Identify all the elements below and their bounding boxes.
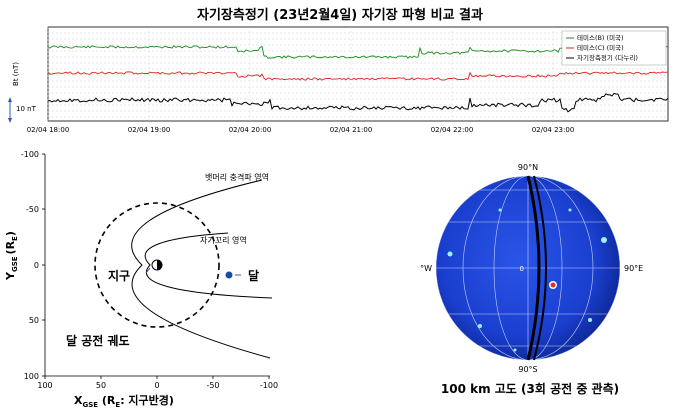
orbit-track-line <box>526 175 541 361</box>
globe-center-label: 0 <box>520 265 524 273</box>
bow-shock-label: 뱃머리 충격파 영역 <box>205 172 269 182</box>
orbit-x-ticks: 100 50 0 -50 -100 <box>37 376 278 390</box>
series-line-themis-c <box>47 71 669 81</box>
legend-label-danuri: 자기장측정기 (다누리) <box>577 53 638 62</box>
lunar-orbit-label: 달 공전 궤도 <box>66 333 130 348</box>
waveform-x-ticks: 02/04 18:00 02/04 19:00 02/04 20:00 02/04 2… <box>27 27 575 134</box>
orbit-x-axis-title: XGSE (RE: 지구반경) <box>74 393 174 409</box>
globe-north-label: 90°N <box>518 163 538 172</box>
waveform-ylabel: Bt (nT) <box>12 62 20 86</box>
legend-label-themis-b: 테미스(B) (미국) <box>577 33 624 42</box>
x-tick-label: 02/04 22:00 <box>431 126 474 134</box>
y-tick-label: 0 <box>34 261 39 270</box>
moon-label: 달 <box>248 269 259 283</box>
x-tick-label: -100 <box>260 381 278 390</box>
y-tick-label: -50 <box>26 205 39 214</box>
lunar-globe-map: 90°N 90°S 90°W 90°E 0 <box>420 163 643 374</box>
moon-icon <box>225 271 233 279</box>
globe-west-label: 90°W <box>420 264 432 273</box>
globe-south-label: 90°S <box>518 365 537 374</box>
x-tick-label: 50 <box>96 381 106 390</box>
orbit-y-ticks: -100 -50 0 50 100 <box>21 150 45 381</box>
waveform-legend: 테미스(B) (미국) 테미스(C) (미국) 자기장측정기 (다누리) <box>561 30 667 66</box>
magnetotail-label: 자기꼬리 영역 <box>200 235 247 245</box>
magnetotail-curve <box>144 232 273 299</box>
scale-arrow-down-icon <box>8 118 12 123</box>
y-tick-label: 50 <box>29 316 39 325</box>
figure-title: 자기장측정기 (23년2월4일) 자기장 파형 비교 결과 <box>197 8 483 23</box>
earth-label: 지구 <box>108 268 130 283</box>
globe-caption: 100 km 고도 (3회 공전 중 관측) <box>440 382 620 396</box>
globe-anomaly-spots <box>447 208 607 352</box>
globe-east-label: 90°E <box>624 264 643 273</box>
orbit-y-axis-title: YGSE(RE) <box>4 231 19 281</box>
waveform-panel: Bt (nT) 10 nT 02/04 18:00 02/04 19:00 02/0… <box>8 26 669 134</box>
scale-bar-label: 10 nT <box>16 105 37 113</box>
x-tick-label: 02/04 23:00 <box>532 126 575 134</box>
orbit-diagram: -100 -50 0 50 100 100 50 0 -50 -100 뱃머리 … <box>4 150 278 409</box>
bow-shock-curve <box>131 179 271 359</box>
lunar-orbit-circle <box>94 202 220 328</box>
x-tick-label: 0 <box>154 381 159 390</box>
x-tick-label: 02/04 19:00 <box>128 126 171 134</box>
series-line-danuri <box>47 92 669 113</box>
y-tick-label: -100 <box>21 150 39 159</box>
globe-grid <box>436 176 620 360</box>
legend-label-themis-c: 테미스(C) (미국) <box>577 43 624 52</box>
orbit-track-line-2 <box>533 175 547 361</box>
earth-night-side <box>157 260 162 270</box>
x-tick-label: 02/04 20:00 <box>229 126 272 134</box>
earth-pointer-arrow-icon <box>145 267 151 274</box>
x-tick-label: 100 <box>37 381 52 390</box>
x-tick-label: 02/04 21:00 <box>330 126 373 134</box>
y-tick-label: 100 <box>24 372 39 381</box>
x-tick-label: -50 <box>206 381 219 390</box>
scale-arrow-up-icon <box>8 97 12 102</box>
x-tick-label: 02/04 18:00 <box>27 126 70 134</box>
